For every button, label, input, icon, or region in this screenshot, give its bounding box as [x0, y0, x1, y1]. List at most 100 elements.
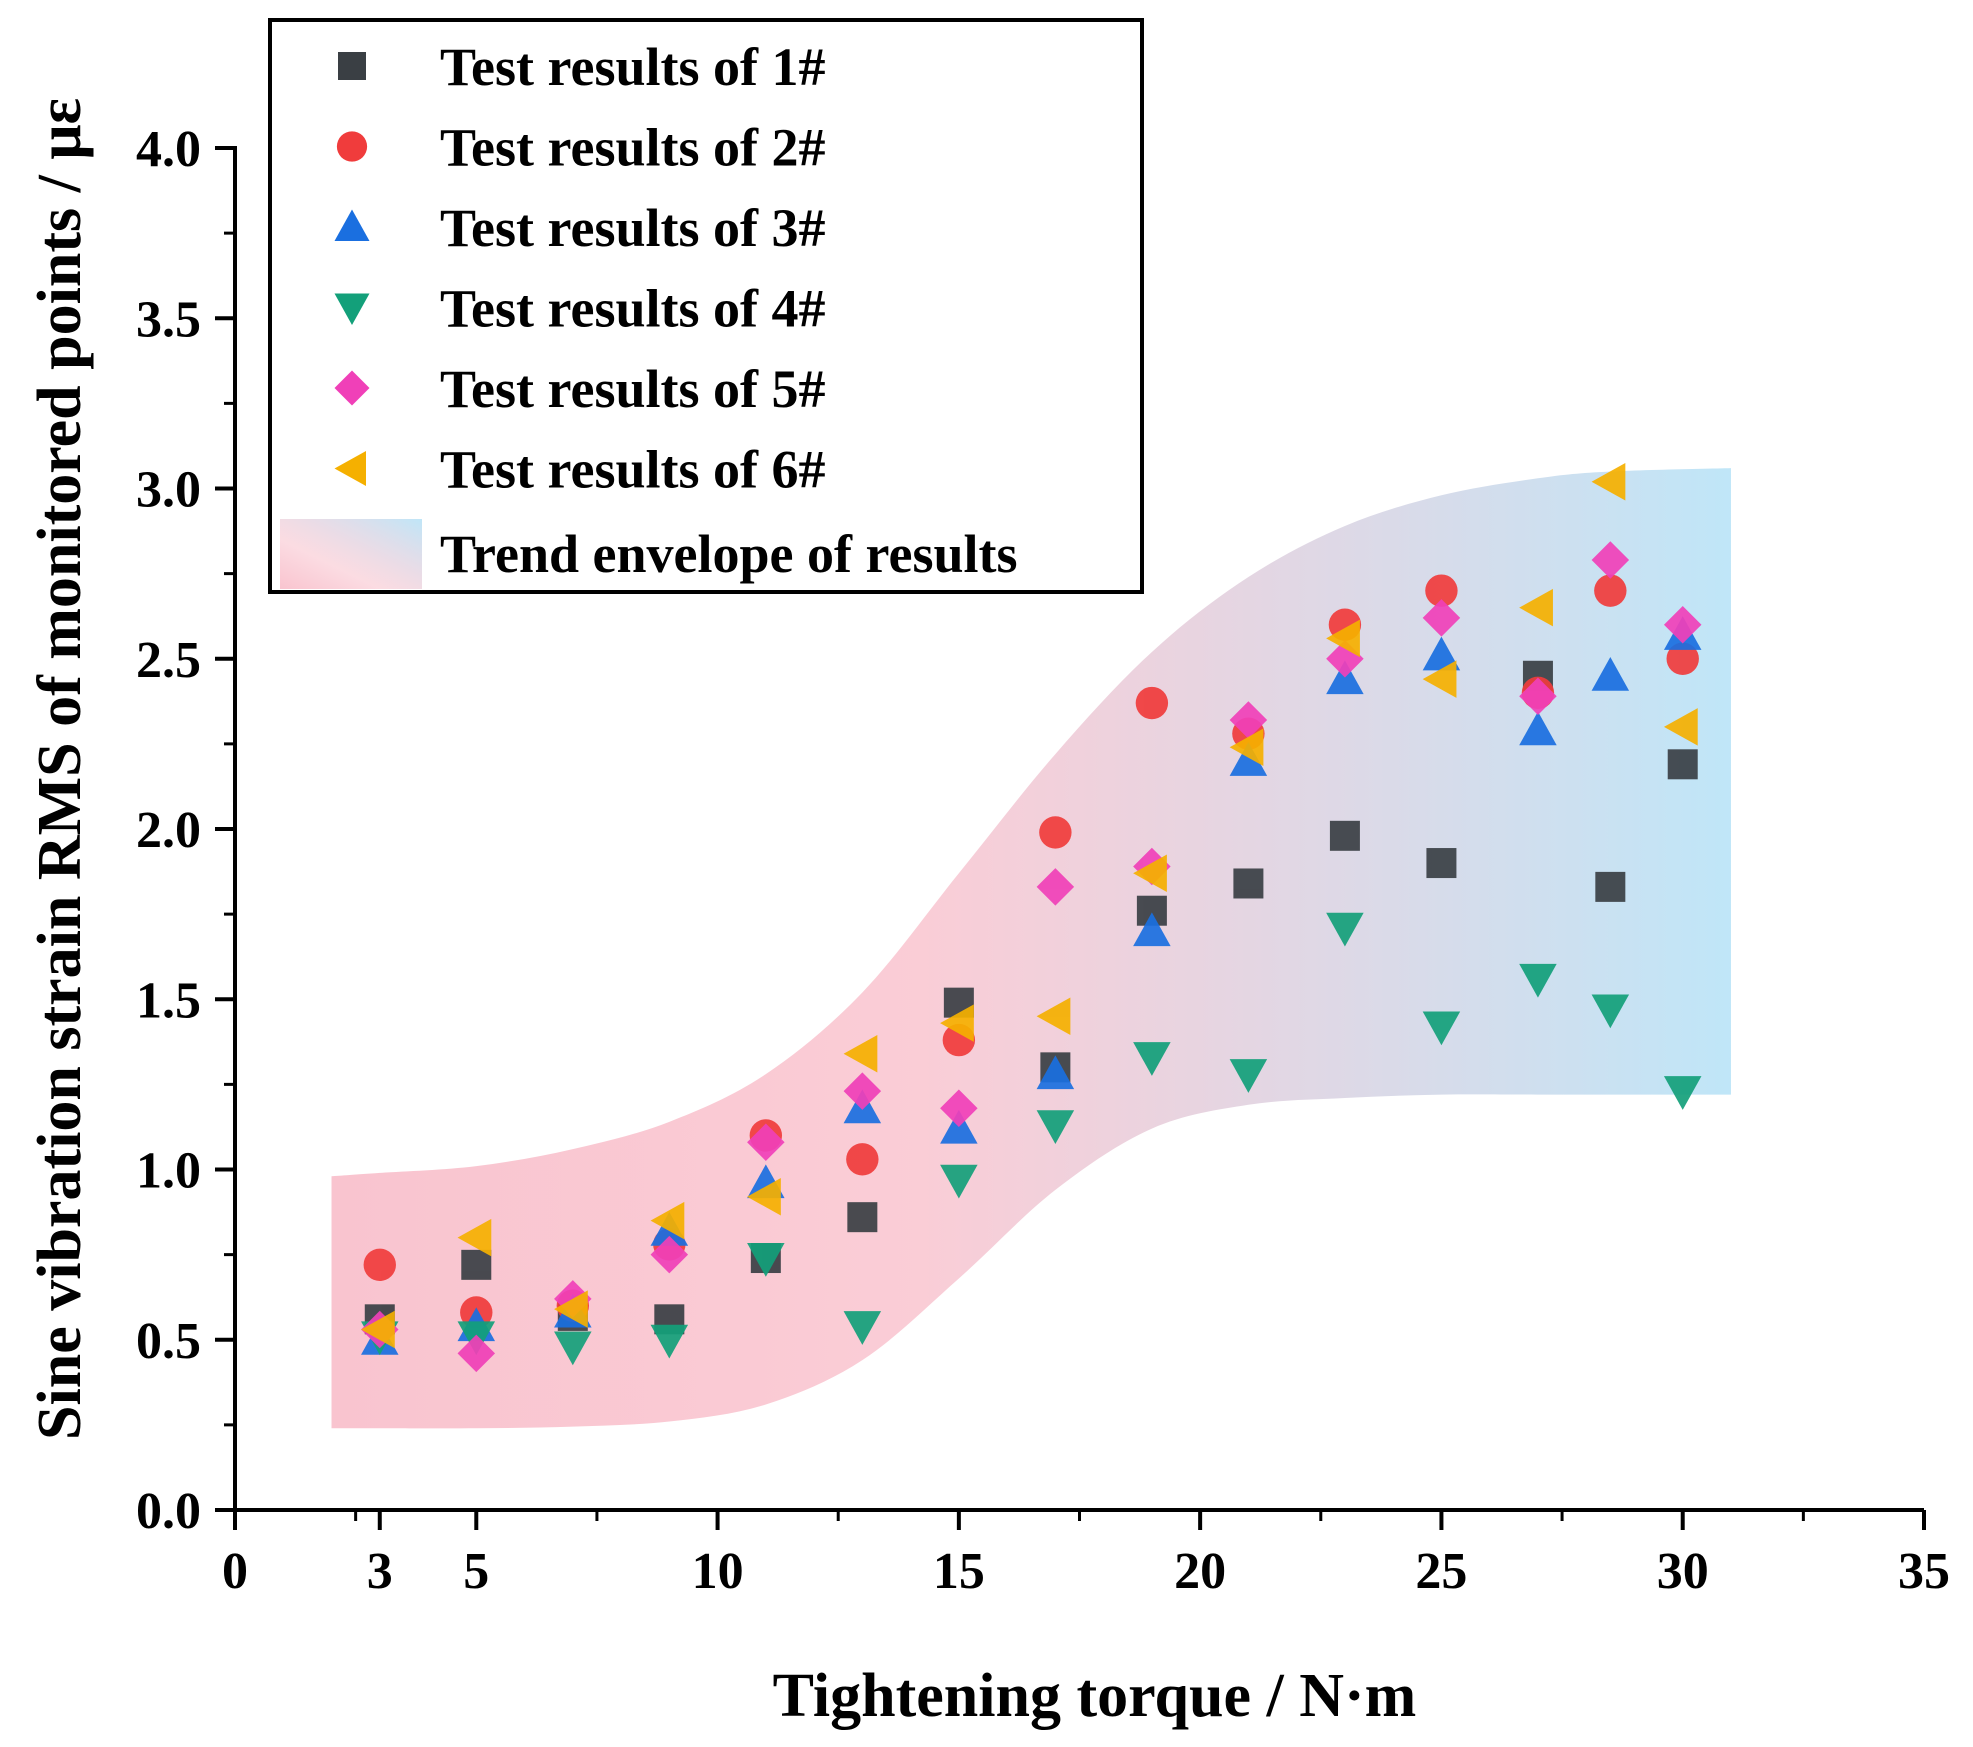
- x-tick-label: 25: [1415, 1543, 1467, 1600]
- data-point: [1422, 660, 1457, 698]
- data-point: [1519, 677, 1557, 715]
- data-point: [1135, 686, 1169, 720]
- y-tick-label: 0.5: [136, 1313, 201, 1370]
- legend-item: Test results of 1#: [338, 37, 826, 97]
- data-point: [1519, 588, 1553, 627]
- data-point: [1663, 1076, 1702, 1110]
- x-tick-label: 30: [1657, 1543, 1709, 1600]
- data-point: [1036, 997, 1071, 1036]
- x-tick-label: 5: [463, 1543, 489, 1600]
- data-point: [1591, 657, 1630, 691]
- data-point: [1133, 912, 1171, 947]
- legend-marker: [334, 293, 370, 325]
- x-tick-label: 35: [1898, 1543, 1950, 1600]
- axis-ticks: 0.00.51.01.52.02.53.03.54.00 3 5 10 15 20 25 30…: [136, 121, 1950, 1600]
- y-axis-title: Sine vibration strain RMS of monitored p…: [26, 98, 94, 1440]
- legend-item: Trend envelope of results: [280, 519, 1018, 589]
- data-point: [847, 1202, 878, 1233]
- legend-label: Trend envelope of results: [440, 524, 1018, 584]
- data-point: [1036, 1055, 1075, 1090]
- legend-marker: [338, 52, 366, 80]
- data-point: [1591, 994, 1630, 1029]
- data-point: [940, 1164, 978, 1199]
- legend-label: Test results of 2#: [440, 118, 826, 178]
- data-point: [843, 1311, 882, 1345]
- y-tick-label: 2.0: [136, 802, 201, 859]
- data-point: [1591, 541, 1630, 579]
- data-point: [1426, 848, 1457, 879]
- data-point: [1329, 820, 1360, 851]
- x-axis-title: Tightening torque / N·m: [773, 1662, 1417, 1730]
- trend-envelope: [331, 468, 1731, 1429]
- x-tick-label: 20: [1174, 1543, 1226, 1600]
- y-tick-label: 3.0: [136, 462, 201, 519]
- data-point: [1595, 871, 1626, 902]
- legend-envelope-swatch: [280, 519, 422, 589]
- data-point: [1666, 642, 1699, 675]
- data-point: [1036, 868, 1075, 906]
- data-point: [457, 1218, 492, 1257]
- data-point: [1594, 574, 1627, 607]
- legend: Test results of 1# Test results of 2# Test…: [268, 18, 1144, 594]
- data-point: [747, 1177, 781, 1216]
- data-point: [940, 1004, 974, 1042]
- legend-marker: [334, 209, 370, 241]
- data-point: [1133, 854, 1167, 893]
- data-point: [747, 1123, 785, 1162]
- data-point: [1663, 708, 1698, 746]
- legend-label: Test results of 4#: [440, 279, 826, 339]
- data-point: [650, 1201, 685, 1240]
- data-point: [1663, 605, 1702, 644]
- data-points: [361, 462, 1702, 1373]
- data-point: [1229, 701, 1268, 739]
- data-point: [1229, 1059, 1268, 1093]
- legend-item: Test results of 4#: [334, 279, 826, 339]
- legend-item: Test results of 2#: [336, 118, 826, 178]
- y-tick-label: 3.5: [136, 291, 201, 348]
- legend-item: Test results of 3#: [334, 198, 826, 258]
- data-point: [554, 1290, 588, 1328]
- data-point: [1039, 816, 1072, 849]
- y-tick-label: 0.0: [136, 1483, 201, 1540]
- data-point: [1326, 619, 1360, 658]
- data-point: [363, 1248, 396, 1282]
- data-point: [457, 1334, 496, 1373]
- data-point: [1422, 599, 1461, 637]
- legend-marker: [336, 131, 368, 162]
- data-point: [650, 1324, 689, 1359]
- x-tick-label: 10: [692, 1543, 744, 1600]
- data-point: [1425, 574, 1458, 607]
- data-point: [1667, 749, 1698, 780]
- legend-item: Test results of 5#: [334, 359, 826, 419]
- x-tick-label: 3: [367, 1543, 393, 1600]
- legend-item: Test results of 6#: [334, 440, 826, 500]
- legend-box: [268, 18, 1144, 594]
- x-tick-label: 15: [933, 1543, 985, 1600]
- data-point: [1229, 728, 1264, 767]
- legend-label: Test results of 1#: [440, 37, 826, 97]
- data-point: [1591, 462, 1626, 501]
- data-point: [747, 1243, 785, 1277]
- data-point: [650, 1235, 689, 1274]
- series-6: [361, 462, 1698, 1349]
- y-tick-label: 1.5: [136, 972, 201, 1029]
- data-point: [1519, 963, 1557, 998]
- trend-envelope-area: [331, 468, 1731, 1429]
- data-point: [843, 1072, 882, 1110]
- data-point: [1229, 742, 1268, 776]
- data-point: [843, 1034, 878, 1073]
- data-point: [1036, 1110, 1075, 1144]
- legend-label: Test results of 5#: [440, 359, 826, 419]
- data-point: [1422, 636, 1461, 671]
- data-point: [846, 1143, 879, 1176]
- data-point: [1233, 868, 1264, 899]
- y-tick-label: 4.0: [136, 121, 201, 178]
- series-4: [361, 912, 1702, 1366]
- y-tick-label: 1.0: [136, 1143, 201, 1200]
- y-tick-label: 2.5: [136, 632, 201, 689]
- legend-marker: [334, 370, 370, 406]
- data-point: [461, 1249, 492, 1280]
- legend-label: Test results of 3#: [440, 198, 826, 258]
- legend-items: Test results of 1# Test results of 2# Test…: [280, 37, 1018, 589]
